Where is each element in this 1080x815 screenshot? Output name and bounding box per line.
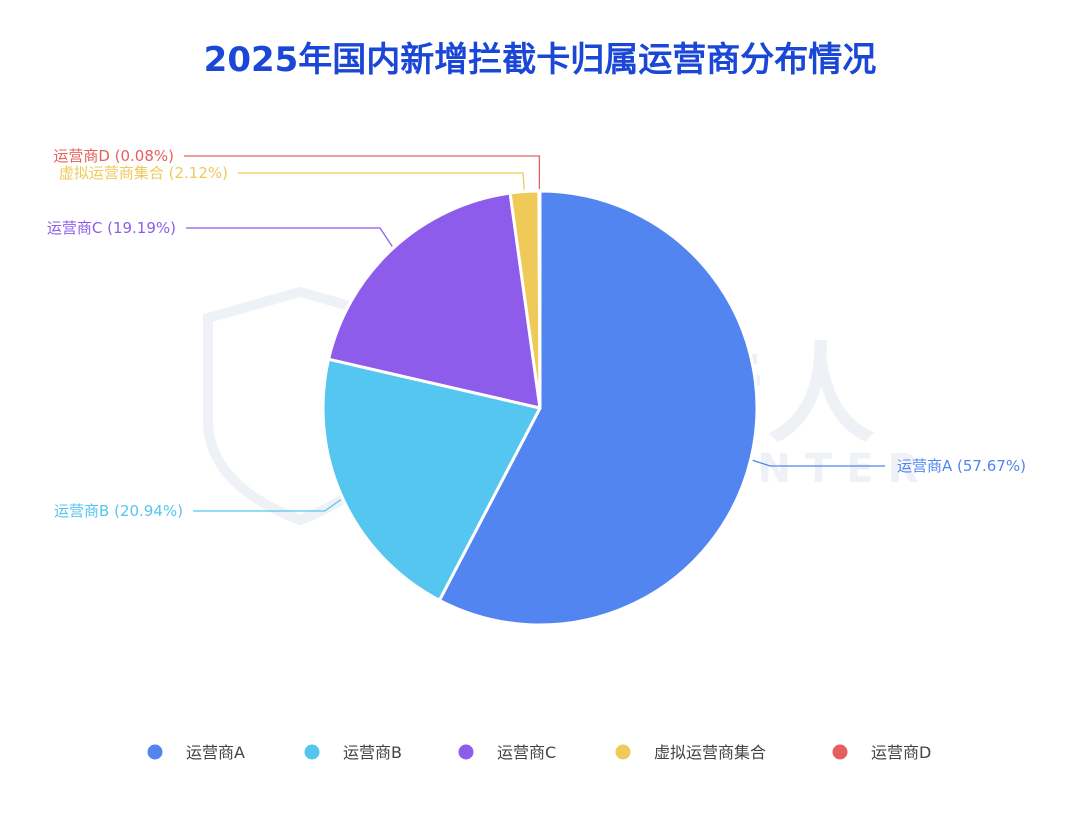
slice-2-legend-swatch <box>304 744 320 760</box>
slice-5 <box>537 189 542 410</box>
slice-3-data-label: 运营商C (19.19%) <box>47 219 176 237</box>
slice-1-leader-line <box>752 459 885 467</box>
slice-3-legend-swatch <box>458 744 474 760</box>
chart-title: 2025年国内新增拦截卡归属运营商分布情况 <box>203 40 877 80</box>
slice-1-legend-label: 运营商A <box>186 743 245 762</box>
slice-4-leader-line <box>238 172 525 190</box>
slice-1 <box>437 189 759 627</box>
slice-1-data-label: 运营商A (57.67%) <box>897 457 1026 475</box>
slice-2-data-label: 运营商B (20.94%) <box>54 502 183 520</box>
slice-5-data-label: 运营商D (0.08%) <box>53 147 174 165</box>
slice-4-legend-swatch <box>615 744 631 760</box>
slice-3-legend-label: 运营商C <box>497 743 556 762</box>
slice-1-legend-swatch <box>147 744 163 760</box>
slice-4-legend-label: 虚拟运营商集合 <box>654 743 766 762</box>
slice-5-leader-line <box>184 155 541 189</box>
slice-3 <box>327 191 542 410</box>
pie-slices <box>321 189 759 627</box>
slice-2-leader-line <box>193 498 342 512</box>
legend: 运营商A 运营商B 运营商C 虚拟运营商集合 运营商D <box>147 743 931 762</box>
slice-2-legend-label: 运营商B <box>343 743 402 762</box>
slice-3-leader-line <box>186 227 393 247</box>
slice-leaders: 运营商A (57.67%) 运营商B (20.94%) 运营商C (19.19%) 虚… <box>47 147 1026 520</box>
slice-5-legend-label: 运营商D <box>871 743 931 762</box>
slice-2 <box>321 357 542 602</box>
slice-5-legend-swatch <box>832 744 848 760</box>
slice-4-data-label: 虚拟运营商集合 (2.12%) <box>59 164 228 182</box>
